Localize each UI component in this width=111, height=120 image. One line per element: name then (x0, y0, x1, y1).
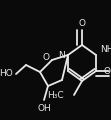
Text: NH: NH (100, 45, 111, 54)
Text: O: O (104, 66, 111, 75)
Text: H₃C: H₃C (47, 91, 64, 101)
Text: O: O (42, 53, 49, 61)
Text: HO: HO (0, 69, 13, 78)
Text: OH: OH (37, 104, 51, 113)
Text: O: O (78, 19, 85, 28)
Text: N: N (58, 51, 65, 60)
